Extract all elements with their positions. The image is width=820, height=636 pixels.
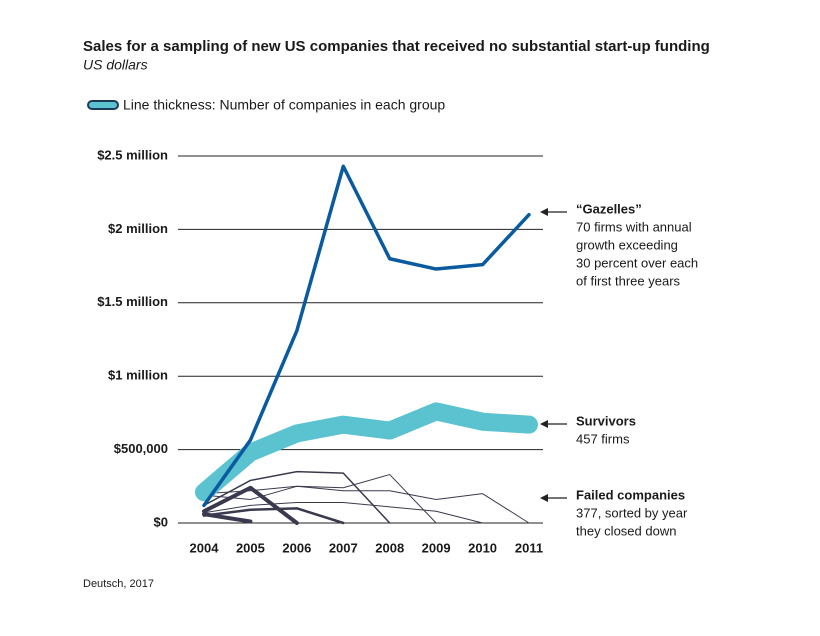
x-tick-label: 2008: [375, 540, 404, 555]
series-line: [203, 470, 391, 524]
annotation-line: 30 percent over each: [576, 255, 698, 270]
series-line: [202, 507, 345, 525]
series-line: [203, 501, 484, 524]
series-line: [202, 485, 299, 525]
x-tick-label: 2011: [515, 540, 543, 555]
series-line: [203, 485, 530, 524]
x-tick-label: 2007: [329, 540, 358, 555]
x-tick-label: 2005: [236, 540, 265, 555]
y-tick-label: $500,000: [114, 441, 168, 456]
annotation-line: 377, sorted by year: [576, 505, 688, 520]
annotation-arrowhead: [540, 420, 548, 428]
series-line: [202, 164, 531, 508]
x-tick-label: 2006: [282, 540, 311, 555]
annotation-line: growth exceeding: [576, 237, 678, 252]
x-tick-label: 2010: [468, 540, 497, 555]
annotation-title: Failed companies: [576, 487, 685, 502]
chart-title: Sales for a sampling of new US companies…: [83, 38, 710, 55]
annotation-line: they closed down: [576, 523, 676, 538]
y-tick-label: $2.5 million: [97, 147, 168, 162]
legend-text: Line thickness: Number of companies in e…: [123, 97, 445, 113]
annotation-line: of first three years: [576, 273, 681, 288]
annotation-arrowhead: [540, 208, 548, 216]
annotation-line: 457 firms: [576, 431, 630, 446]
chart-subtitle: US dollars: [83, 57, 148, 73]
annotation-title: “Gazelles”: [576, 201, 642, 216]
x-tick-label: 2009: [422, 540, 451, 555]
series-line: [195, 402, 538, 502]
series-line: [202, 512, 253, 524]
x-tick-label: 2004: [190, 540, 220, 555]
annotation-arrowhead: [540, 494, 548, 502]
annotation-title: Survivors: [576, 413, 636, 428]
y-tick-label: $1 million: [108, 368, 168, 383]
source: Deutsch, 2017: [83, 578, 154, 590]
y-tick-label: $2 million: [108, 221, 168, 236]
annotation-line: 70 firms with annual: [576, 219, 692, 234]
y-tick-label: $0: [154, 514, 168, 529]
y-tick-label: $1.5 million: [97, 294, 168, 309]
